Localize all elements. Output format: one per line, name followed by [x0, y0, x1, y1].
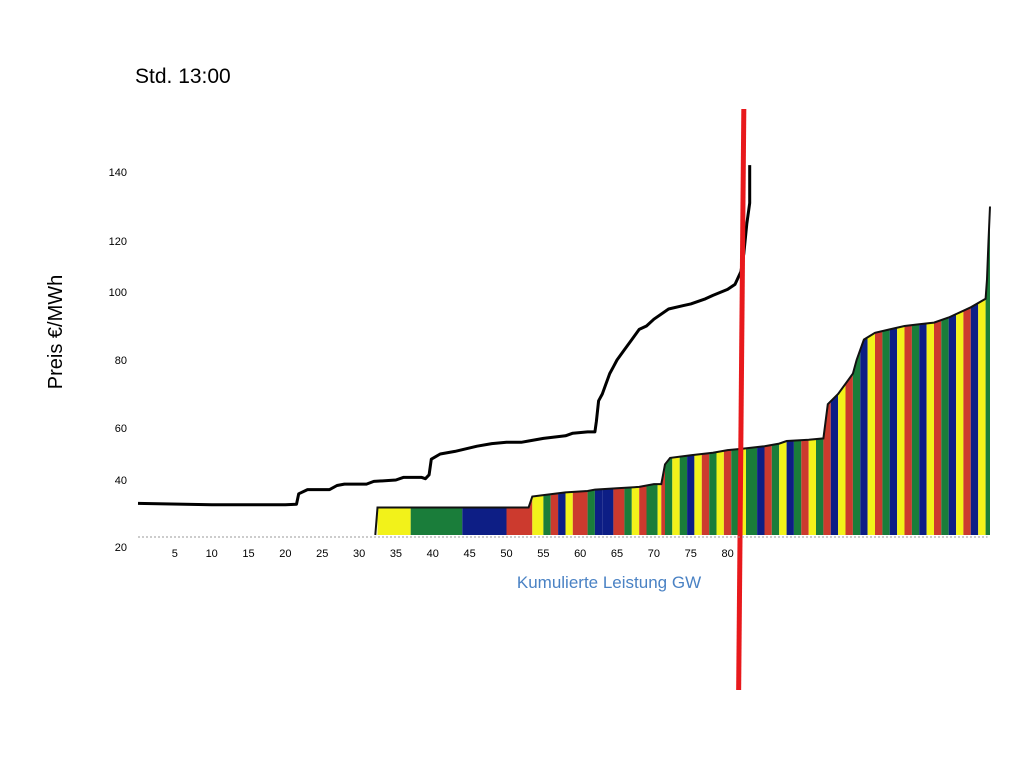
supply-bar	[904, 325, 912, 535]
y-tick-label: 20	[115, 542, 127, 554]
supply-bar	[757, 446, 765, 535]
x-tick-label: 45	[464, 548, 476, 560]
y-tick-label: 120	[109, 236, 127, 248]
supply-bar	[838, 383, 846, 535]
x-tick-label: 50	[500, 548, 512, 560]
supply-bar	[716, 450, 724, 535]
supply-bar	[543, 494, 551, 535]
supply-bar	[823, 401, 831, 535]
x-tick-label: 20	[279, 548, 291, 560]
supply-bar	[594, 489, 603, 535]
supply-bar	[679, 455, 688, 535]
supply-bar	[845, 373, 853, 535]
x-tick-label: 80	[721, 548, 733, 560]
supply-bar	[830, 394, 839, 535]
x-tick-label: 5	[172, 548, 178, 560]
supply-bar	[587, 489, 595, 535]
supply-bar	[377, 507, 411, 535]
curves	[137, 108, 991, 691]
supply-curve-line	[374, 206, 991, 536]
supply-bar	[801, 439, 809, 535]
x-tick-label: 15	[242, 548, 254, 560]
x-tick-label: 35	[390, 548, 402, 560]
supply-bar	[701, 453, 710, 535]
supply-bar	[875, 331, 883, 535]
supply-bar	[779, 441, 787, 535]
supply-bar	[764, 444, 772, 535]
supply-bar	[550, 493, 559, 535]
supply-bar	[723, 449, 732, 535]
supply-bar	[506, 496, 533, 535]
x-tick-label: 75	[685, 548, 697, 560]
supply-bar	[639, 485, 647, 535]
supply-bar	[709, 452, 717, 535]
supply-bar	[694, 454, 702, 535]
supply-bar	[602, 488, 614, 535]
x-tick-label: 60	[574, 548, 586, 560]
y-tick-label: 80	[115, 355, 127, 367]
x-tick-label: 65	[611, 548, 623, 560]
supply-bar	[852, 349, 861, 535]
supply-bar	[631, 486, 640, 535]
x-tick-label: 40	[427, 548, 439, 560]
supply-bar	[889, 327, 898, 535]
supply-bar	[613, 487, 625, 535]
supply-bar	[860, 337, 868, 535]
y-axis: 20 40 60 80 100 120 140	[109, 167, 127, 554]
x-axis: 5 10 15 20 25 30 35 40 45 50 55 60 65 70 75 80	[138, 536, 988, 560]
x-tick-label: 70	[648, 548, 660, 560]
supply-bar	[410, 507, 463, 535]
demand-curve-line	[137, 165, 752, 507]
supply-bar	[646, 484, 658, 535]
supply-bar	[816, 438, 824, 535]
x-tick-label: 30	[353, 548, 365, 560]
y-axis-label: Preis €/MWh	[45, 275, 67, 389]
supply-bar	[665, 457, 673, 535]
y-tick-label: 140	[109, 167, 127, 179]
supply-bar	[978, 298, 986, 535]
supply-bar	[746, 447, 758, 535]
supply-bar	[462, 507, 507, 535]
y-tick-label: 100	[109, 287, 127, 299]
x-axis-label: Kumulierte Leistung GW	[517, 573, 701, 592]
supply-bar	[911, 324, 920, 535]
supply-bar	[867, 332, 875, 535]
supply-bar	[934, 320, 942, 535]
chart-title: Std. 13:00	[135, 65, 231, 88]
supply-bar	[672, 456, 680, 535]
supply-bar	[793, 440, 802, 535]
supply-bar	[687, 454, 695, 535]
y-tick-label: 60	[115, 423, 127, 435]
x-tick-label: 10	[206, 548, 218, 560]
supply-bar	[532, 495, 544, 535]
x-tick-label: 55	[537, 548, 549, 560]
x-tick-label: 25	[316, 548, 328, 560]
supply-bar	[558, 492, 566, 535]
supply-bar	[941, 317, 949, 535]
supply-bar	[786, 440, 794, 535]
marker-line	[736, 108, 747, 691]
supply-bar	[657, 484, 662, 535]
supply-bar	[624, 487, 632, 535]
supply-bar	[572, 491, 588, 535]
supply-bar	[808, 439, 816, 535]
supply-bar	[565, 491, 573, 535]
supply-bar	[970, 303, 979, 535]
supply-bar	[956, 310, 964, 535]
supply-bar	[771, 443, 780, 535]
supply-bar	[963, 307, 971, 535]
supply-bar	[926, 322, 934, 535]
supply-bar	[919, 323, 927, 535]
supply-bar	[882, 329, 890, 535]
y-tick-label: 40	[115, 475, 127, 487]
supply-bars	[377, 206, 990, 535]
supply-bar	[897, 326, 905, 535]
supply-bar	[731, 449, 739, 535]
supply-bar	[948, 314, 957, 535]
